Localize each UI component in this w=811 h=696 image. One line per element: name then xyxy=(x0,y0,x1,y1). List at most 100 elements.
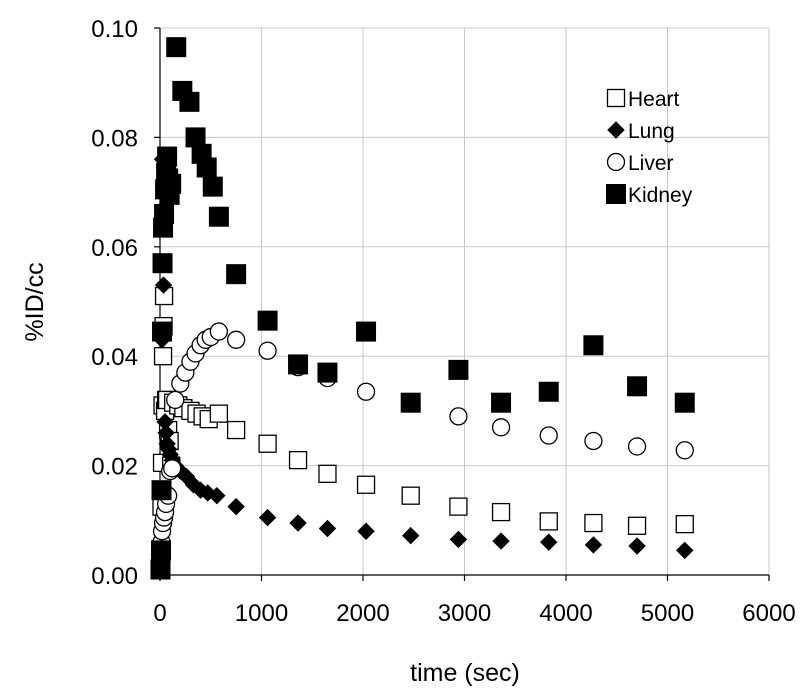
legend-item-liver: Liver xyxy=(606,152,674,175)
heart-point xyxy=(627,516,647,535)
lung-point xyxy=(258,508,277,527)
kidney-point xyxy=(161,173,182,194)
heart-point xyxy=(401,486,420,505)
kidney-point xyxy=(208,206,229,227)
heart-point xyxy=(491,502,511,522)
kidney-point xyxy=(674,392,695,413)
kidney-point xyxy=(151,540,172,561)
legend-marker xyxy=(607,121,625,139)
data-marks xyxy=(150,37,695,580)
legend-label: Heart xyxy=(628,88,680,111)
legend-label: Kidney xyxy=(628,184,693,207)
legend-marker xyxy=(606,184,626,204)
x-tick-label: 3000 xyxy=(438,600,491,627)
heart-point xyxy=(318,464,337,483)
legend-label: Lung xyxy=(628,120,675,143)
kidney-point xyxy=(538,381,559,402)
liver-point xyxy=(675,441,694,460)
kidney-point xyxy=(257,310,278,331)
lung-point xyxy=(318,519,337,538)
kidney-point xyxy=(226,264,247,285)
liver-point xyxy=(209,322,229,341)
lung-point xyxy=(540,533,558,551)
heart-point xyxy=(449,497,468,516)
heart-point xyxy=(356,475,376,494)
grid xyxy=(160,27,770,575)
kidney-point xyxy=(288,354,309,375)
kidney-point xyxy=(152,253,173,274)
heart-point xyxy=(258,434,277,453)
kidney-point xyxy=(151,480,172,501)
liver-point xyxy=(163,459,182,478)
kidney-point xyxy=(166,37,187,58)
lung-point xyxy=(401,526,420,545)
kidney-point xyxy=(157,146,178,167)
x-tick-label: 2000 xyxy=(336,600,389,627)
series-kidney xyxy=(150,37,695,580)
heart-point xyxy=(584,513,603,533)
lung-point xyxy=(584,536,603,554)
lung-point xyxy=(227,497,245,516)
kidney-point xyxy=(627,376,648,397)
lung-point xyxy=(208,486,226,505)
legend-marker xyxy=(606,152,626,172)
legend-item-lung: Lung xyxy=(607,120,675,143)
tick-labels: 0 1000 2000 3000 4000 5000 6000 0.00 0.02 0.04 0.0… xyxy=(91,16,795,627)
liver-point xyxy=(449,407,468,426)
x-tick-label: 6000 xyxy=(742,600,795,627)
kidney-point xyxy=(150,559,171,580)
heart-point xyxy=(153,347,173,366)
liver-point xyxy=(627,437,647,456)
lung-point xyxy=(492,532,510,550)
heart-point xyxy=(226,420,246,440)
series-liver xyxy=(151,322,694,579)
y-tick-label: 0.00 xyxy=(91,563,138,590)
lung-point xyxy=(628,537,646,555)
kidney-point xyxy=(491,392,512,413)
legend-item-heart: Heart xyxy=(606,88,680,111)
x-tick-label: 1000 xyxy=(235,600,288,627)
liver-point xyxy=(584,431,603,451)
heart-point xyxy=(288,450,308,470)
kidney-point xyxy=(179,91,200,112)
x-tick-label: 4000 xyxy=(539,600,592,627)
liver-point xyxy=(539,426,558,445)
y-tick-label: 0.08 xyxy=(91,125,138,152)
kidney-point xyxy=(317,362,338,383)
liver-point xyxy=(258,341,277,360)
legend-label: Liver xyxy=(628,152,674,175)
lung-point xyxy=(357,522,375,540)
kidney-point xyxy=(356,321,377,342)
liver-point xyxy=(491,418,511,437)
legend-item-kidney: Kidney xyxy=(606,184,693,207)
kidney-point xyxy=(152,321,173,342)
y-tick-label: 0.02 xyxy=(91,454,138,481)
kidney-point xyxy=(154,203,175,224)
kidney-point xyxy=(196,157,217,178)
y-axis-title: %ID/cc xyxy=(21,262,49,341)
kidney-point xyxy=(400,392,421,413)
legend-marker xyxy=(606,88,626,108)
kidney-point xyxy=(583,335,604,356)
series-lung xyxy=(151,150,694,579)
legend: Heart Lung Liver Kidney xyxy=(606,88,693,207)
kidney-point xyxy=(448,359,469,380)
lung-point xyxy=(449,530,468,549)
series-heart xyxy=(151,286,694,574)
liver-point xyxy=(226,330,246,349)
x-tick-label: 5000 xyxy=(641,600,694,627)
liver-point xyxy=(356,382,376,401)
y-tick-label: 0.10 xyxy=(91,16,138,43)
y-tick-label: 0.04 xyxy=(91,344,138,371)
heart-point xyxy=(209,404,229,423)
lung-point xyxy=(289,514,307,532)
x-tick-label: 0 xyxy=(153,600,166,627)
liver-point xyxy=(166,390,185,410)
heart-point xyxy=(539,512,558,531)
heart-point xyxy=(675,514,694,534)
y-tick-label: 0.06 xyxy=(91,235,138,262)
kidney-point xyxy=(202,176,223,197)
x-axis-title: time (sec) xyxy=(410,659,520,687)
lung-point xyxy=(154,276,173,294)
